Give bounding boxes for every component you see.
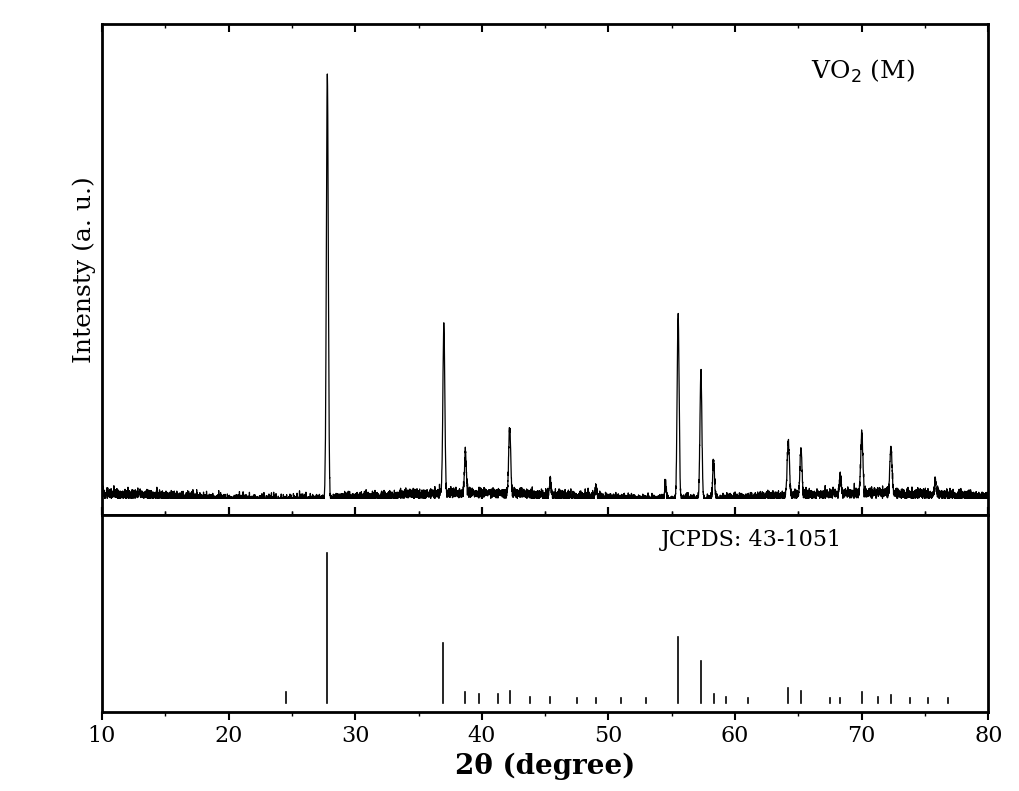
X-axis label: 2θ (degree): 2θ (degree) [455, 753, 635, 780]
Y-axis label: Intensty (a. u.): Intensty (a. u.) [72, 176, 97, 363]
Text: JCPDS: 43-1051: JCPDS: 43-1051 [660, 529, 842, 551]
Text: VO$_2$ (M): VO$_2$ (M) [811, 58, 915, 85]
